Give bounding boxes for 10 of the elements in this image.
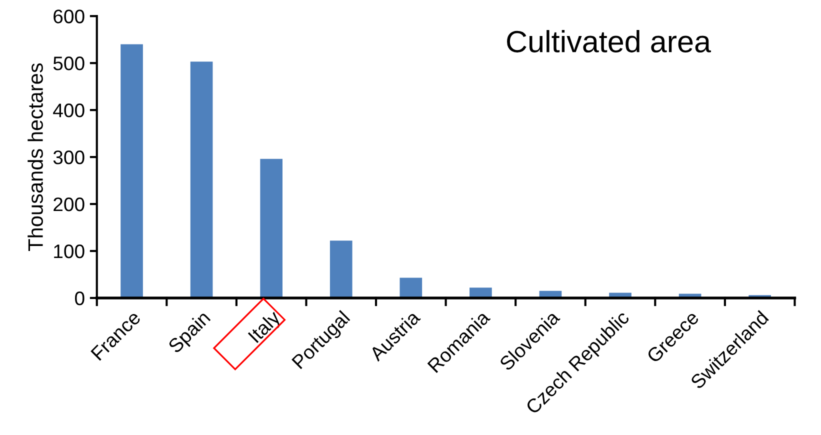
y-tick-label: 200 xyxy=(54,197,84,212)
chart-title: Cultivated area xyxy=(507,30,711,52)
y-tick-label: 400 xyxy=(53,104,84,118)
y-tick-label: 100 xyxy=(54,244,84,258)
x-tick-label: Italy xyxy=(247,309,284,346)
y-tick-label: 0 xyxy=(75,291,84,306)
y-axis-title: Thousands hectares xyxy=(28,63,43,251)
y-tick-label: 500 xyxy=(53,56,84,70)
y-tick-label: 300 xyxy=(53,150,84,164)
y-tick-label: 600 xyxy=(54,10,84,24)
